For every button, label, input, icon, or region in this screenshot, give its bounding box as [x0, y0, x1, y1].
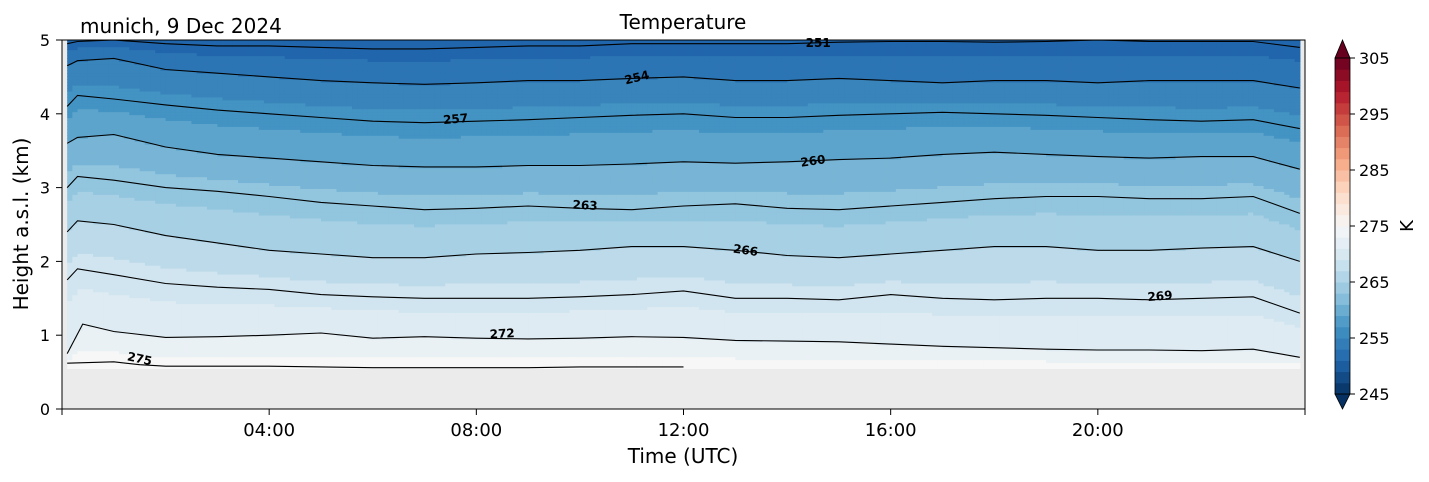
chart-subtitle: munich, 9 Dec 2024: [80, 14, 282, 38]
chart-title: Temperature: [619, 10, 747, 34]
temperature-field: [67, 40, 1300, 369]
